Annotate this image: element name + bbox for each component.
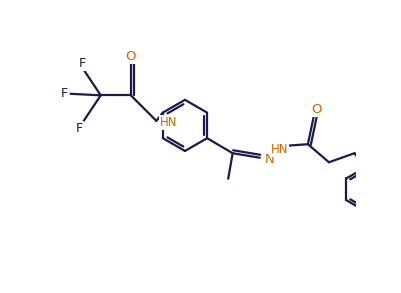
Text: N: N — [263, 153, 273, 166]
Text: HN: HN — [270, 143, 288, 156]
Text: F: F — [61, 87, 68, 100]
Text: F: F — [76, 122, 83, 135]
Text: HN: HN — [160, 116, 177, 129]
Text: F: F — [79, 57, 86, 70]
Text: O: O — [311, 103, 321, 116]
Text: O: O — [125, 50, 136, 63]
